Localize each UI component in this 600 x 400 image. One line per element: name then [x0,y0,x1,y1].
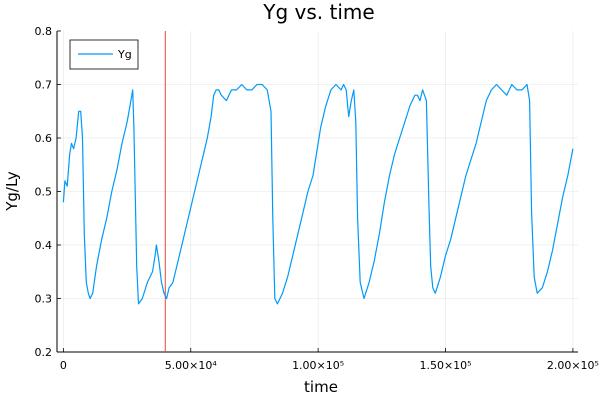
grid [57,31,578,352]
series-layer [62,83,574,305]
y-axis-ticks: 0.2 0.3 0.4 0.5 0.6 0.7 0.8 [35,25,61,359]
x-tick-label: 1.50×10⁵ [419,359,471,372]
y-tick-label: 0.8 [35,25,53,38]
y-axis-label: Yg/Ly [3,171,21,212]
x-tick-label: 5.00×10⁴ [165,359,218,372]
legend-label: Yg [117,48,132,61]
x-tick-label: 0 [60,359,67,372]
y-tick-label: 0.2 [35,346,53,359]
x-axis-label: time [304,378,338,396]
x-tick-label: 1.00×10⁵ [292,359,344,372]
legend: Yg [69,39,139,70]
x-tick-label: 2.00×10⁵ [547,359,599,372]
series-line-yg [62,83,574,305]
y-tick-label: 0.5 [35,186,53,199]
y-tick-label: 0.7 [35,79,53,92]
chart-title: Yg vs. time [262,0,374,24]
y-tick-label: 0.4 [35,239,53,252]
y-tick-label: 0.6 [35,132,53,145]
y-tick-label: 0.3 [35,293,53,306]
x-axis-ticks: 0 5.00×10⁴ 1.00×10⁵ 1.50×10⁵ 2.00×10⁵ [60,348,599,372]
